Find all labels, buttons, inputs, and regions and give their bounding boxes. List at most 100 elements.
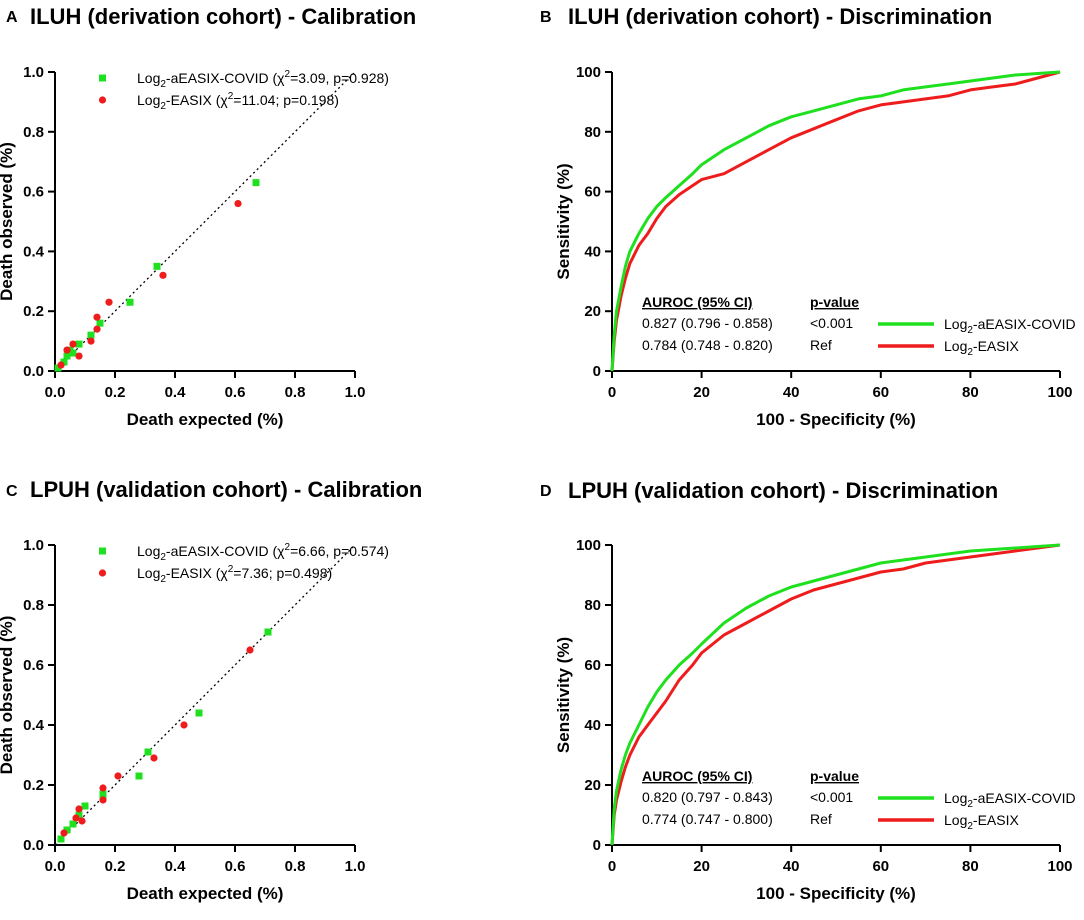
y-tick-label: 0.2 [23,303,44,320]
roc-curve [610,543,1061,846]
y-tick-label: 0.0 [23,363,44,380]
data-point [69,820,77,828]
y-tick-label: 100 [576,64,601,81]
x-tick-label: 100 [1047,858,1072,875]
x-tick-label: 0.0 [45,384,66,401]
panel-label-a: A [6,9,18,26]
data-point [75,340,83,348]
x-tick-label: 0.8 [285,858,306,875]
y-tick-label: 0.6 [23,657,44,674]
legend-label: Log2-aEASIX-COVID [944,790,1076,810]
panel-title-c: LPUH (validation cohort) - Calibration [30,477,422,502]
legend-label: Log2-EASIX (χ2=11.04; p=0.198) [137,91,339,112]
data-point [78,817,86,825]
y-tick-label: 20 [584,777,601,794]
y-axis-label: Death observed (%) [0,616,16,775]
legend-text: Log [137,92,160,108]
y-axis-label: Sensitivity (%) [554,163,573,279]
legend-text: =7.36; p=0.498) [233,565,332,581]
x-tick-label: 0.6 [225,384,246,401]
legend-label: Log2-aEASIX-COVID (χ2=6.66, p=0.574) [137,542,389,563]
table-p-value: <0.001 [810,315,853,331]
y-tick-label: 100 [576,537,601,554]
legend-text: =6.66, p=0.574) [290,543,389,559]
y-tick-label: 0.6 [23,184,44,201]
legend-marker [98,569,107,577]
panel-b: 0 20 40 60 80 100 0 20 40 60 80 100 100 - Specificit… [554,64,1076,429]
panel-title-b: ILUH (derivation cohort) - Discriminatio… [568,4,992,29]
x-tick-label: 0 [608,384,616,401]
legend-text: Log [944,812,967,828]
data-point [93,325,101,333]
y-tick-label: 1.0 [23,537,44,554]
data-point [105,298,113,306]
x-tick-label: 20 [693,858,710,875]
legend-subscript: 2 [160,101,166,112]
y-tick-label: 0.4 [23,717,45,734]
data-point [264,628,272,636]
data-point [81,802,89,810]
y-tick-label: 40 [584,717,601,734]
x-axis-label: Death expected (%) [127,410,284,429]
roc-curve [610,543,1061,846]
y-tick-label: 60 [584,657,601,674]
x-tick-label: 60 [872,858,889,875]
y-tick-label: 0.0 [23,837,44,854]
legend-text: -EASIX [973,338,1020,354]
y-tick-label: 80 [584,124,601,141]
legend-text: Log [137,565,160,581]
legend-text: -EASIX (χ [166,565,228,581]
y-axis-label: Sensitivity (%) [554,637,573,753]
legend-superscript: 2 [228,564,234,575]
legend-subscript: 2 [967,821,973,832]
x-axis-label: 100 - Specificity (%) [756,884,916,903]
data-point [153,262,161,270]
legend-label: Log2-aEASIX-COVID [944,316,1076,336]
y-tick-label: 20 [584,303,601,320]
data-point [57,835,65,843]
legend-label: Log2-EASIX [944,338,1019,358]
x-tick-label: 0.2 [105,384,126,401]
data-point [99,796,107,804]
legend-marker [99,547,106,555]
data-point [87,331,95,339]
y-tick-label: 0 [593,363,601,380]
legend-subscript: 2 [967,347,973,358]
data-point [135,772,143,780]
data-point [234,199,242,208]
panel-label-d: D [540,483,552,500]
data-point [99,790,107,798]
data-point [114,772,122,780]
data-point [144,748,152,756]
data-point [75,805,83,813]
panel-title-d: LPUH (validation cohort) - Discriminatio… [568,478,998,503]
x-tick-label: 60 [872,384,889,401]
roc-curve [610,70,1061,372]
roc-curve [610,70,1061,372]
legend-text: -aEASIX-COVID [973,790,1076,806]
table-p-value: <0.001 [810,789,853,805]
panel-c: 0.0 0.2 0.4 0.6 0.8 1.0 0.0 0.2 0.4 0.6 0.8 1.0 Deat… [0,537,389,903]
data-point [252,179,260,187]
legend-subscript: 2 [160,574,166,585]
y-axis-label: Death observed (%) [0,142,16,301]
legend-marker [98,96,107,104]
x-tick-label: 80 [962,858,979,875]
y-tick-label: 0.4 [23,243,45,260]
table-header-auroc: AUROC (95% CI) [642,294,752,310]
legend-superscript: 2 [228,91,234,102]
data-point [75,352,83,360]
x-tick-label: 0.0 [45,858,66,875]
y-tick-label: 0.8 [23,597,44,614]
x-tick-label: 100 [1047,384,1072,401]
legend-text: Log [944,338,967,354]
reference-line [54,71,356,372]
panel-label-c: C [6,483,18,500]
y-tick-label: 60 [584,184,601,201]
data-point [246,646,254,654]
legend-label: Log2-EASIX [944,812,1019,832]
y-tick-label: 0 [593,837,601,854]
data-point [54,364,62,372]
